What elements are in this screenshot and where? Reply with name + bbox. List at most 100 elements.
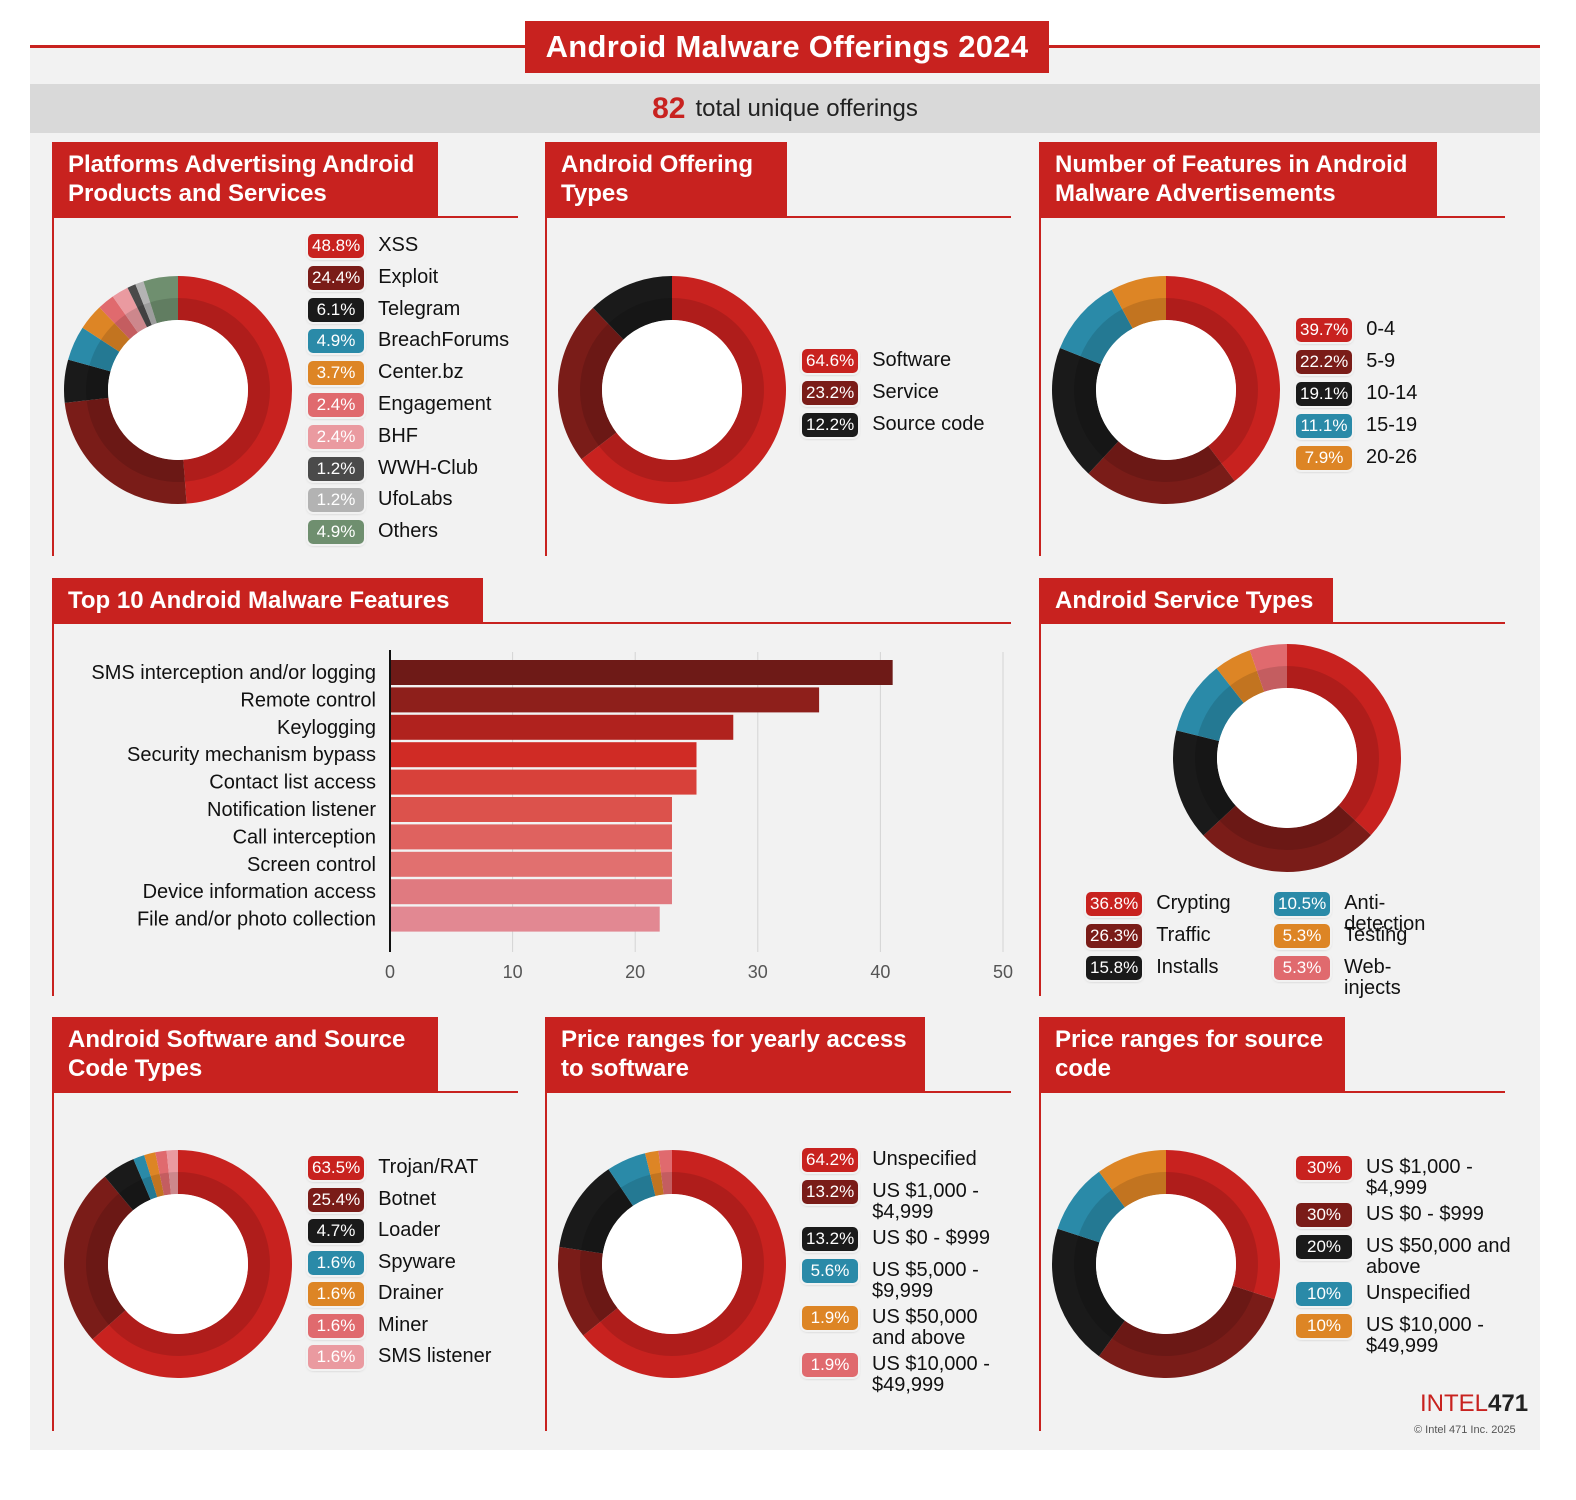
feature-label: Device information access [143, 881, 376, 903]
price_source-legend-label: US $1,000 - $4,999 [1366, 1156, 1473, 1199]
num_features-legend-label: 15-19 [1366, 414, 1417, 436]
platforms-slice-6 [112, 287, 148, 333]
offering_types-legend-badge: 64.6% [802, 349, 859, 373]
num_features-legend-item: 11.1% 15-19 [1296, 414, 1417, 446]
platforms-legend-label: Telegram [378, 298, 460, 320]
platforms-slice-4 [82, 307, 130, 352]
platforms-legend-item: 24.4% Exploit [308, 265, 509, 298]
num_features-legend-badge: 22.2% [1296, 350, 1353, 374]
platforms-legend-label: Engagement [378, 393, 491, 415]
price_software-slice-4 [645, 1150, 664, 1196]
x-tick-label: 40 [870, 962, 890, 982]
software_types-slice-0 [92, 1150, 292, 1378]
price_software-legend-label: US $0 - $999 [872, 1227, 990, 1249]
price_software-legend-item: 13.2% US $1,000 - $4,999 [802, 1180, 990, 1223]
software_types-legend-label: Loader [378, 1219, 440, 1241]
num_features-legend-badge: 39.7% [1296, 318, 1353, 342]
platforms-legend-label: BreachForums [378, 329, 509, 351]
software_types-legend-label: Spyware [378, 1251, 456, 1273]
price_source-slice-3 [1057, 1171, 1125, 1243]
total-offerings-bar: 82 total unique offerings [30, 84, 1540, 133]
service_types-slice-shade-4 [1230, 671, 1265, 703]
offering_types-legend-item: 23.2% Service [802, 381, 985, 413]
platforms-donut-hole [108, 320, 248, 460]
num_features-legend-label-line1: 20-26 [1366, 446, 1418, 468]
service_types-legend-label-line1: Anti-detection [1344, 892, 1426, 935]
offering_types-legend-label: Source code [872, 413, 984, 435]
software_types-legend-label: Botnet [378, 1188, 436, 1210]
price_source-left-rule [1039, 1017, 1041, 1431]
num_features-slice-shade-4 [1122, 298, 1166, 329]
price_source-legend-item: 10% US $10,000 - $49,999 [1296, 1314, 1511, 1357]
num_features-legend-label: 20-26 [1366, 446, 1417, 468]
price_source-legend-item: 10% Unspecified [1296, 1282, 1511, 1306]
platforms-legend-item: 6.1% Telegram [308, 297, 509, 330]
x-tick-label: 20 [625, 962, 645, 982]
price_source-legend-item: 30% US $0 - $999 [1296, 1203, 1511, 1227]
platforms-legend-label-line1: BreachForums [378, 329, 510, 352]
feature-label: Keylogging [277, 717, 376, 739]
price_software-legend-label-line1: US $10,000 - [872, 1353, 990, 1375]
service_types-slice-shade-3 [1197, 685, 1244, 742]
num_features-legend-label: 5-9 [1366, 350, 1395, 372]
offering_types-donut-chart [558, 276, 786, 505]
price_source-legend-label: US $50,000 and above [1366, 1235, 1511, 1278]
software_types-legend-badge: 63.5% [308, 1156, 365, 1180]
feature-bar [390, 879, 672, 905]
x-tick-label: 0 [385, 962, 395, 982]
service_types-slice-3 [1176, 668, 1244, 742]
platforms-legend-item: 48.8% XSS [308, 234, 509, 266]
platforms-slice-shade-5 [114, 314, 138, 340]
price_source-slice-0 [1166, 1150, 1280, 1300]
price_software-legend-item: 64.2% Unspecified [802, 1148, 990, 1172]
price_software-legend-badge: 13.2% [802, 1227, 859, 1251]
software_types-legend-badge: 4.7% [308, 1219, 364, 1243]
platforms-legend-item: 4.9% BreachForums [308, 329, 509, 361]
software_types-legend: 63.5% Trojan/RAT 25.4% Botnet 4.7% Loader 1.6%… [308, 1156, 491, 1377]
software_types-legend-label: Drainer [378, 1282, 444, 1304]
platforms-legend-label-line1: Engagement [378, 392, 492, 415]
software_types-legend-label-line1: Loader [378, 1219, 441, 1241]
platforms-heading-line1: Platforms Advertising Android [68, 151, 415, 178]
price_software-slice-5 [658, 1150, 672, 1195]
software_types-heading-line1: Android Software and Source [68, 1026, 406, 1053]
feature-label: Contact list access [209, 772, 376, 794]
feature-label: Security mechanism bypass [127, 744, 376, 766]
offering_types-left-rule [545, 142, 547, 556]
platforms-legend-badge: 2.4% [308, 424, 364, 449]
price_source-legend-label-line2: above [1366, 1256, 1421, 1278]
top_features-heading: Top 10 Android Malware Features [52, 578, 483, 624]
service_types-legend-item: 36.8% Crypting [1086, 892, 1231, 916]
price_source-legend-label: US $0 - $999 [1366, 1203, 1484, 1225]
service_types-legend-badge: 26.3% [1086, 924, 1143, 948]
price_software-legend-label-line2: $49,999 [872, 1374, 945, 1396]
feature-bar [390, 769, 697, 795]
platforms-slice-9 [143, 276, 178, 324]
feature-label: Notification listener [207, 799, 376, 821]
price_source-slice-shade-2 [1074, 1235, 1125, 1339]
num_features-slice-shade-2 [1074, 356, 1119, 458]
price_software-legend-badge: 5.6% [802, 1259, 858, 1283]
service_types-legend-badge: 10.5% [1274, 892, 1331, 916]
feature-bar [390, 714, 734, 740]
price_source-legend-label: US $10,000 - $49,999 [1366, 1314, 1484, 1357]
software_types-slice-6 [166, 1150, 178, 1195]
platforms-legend-label-line1: Exploit [378, 265, 439, 288]
offering_types-slice-2 [592, 276, 672, 340]
service_types-heading: Android Service Types [1039, 578, 1333, 624]
price_source-legend-label-line1: US $0 - $999 [1366, 1203, 1484, 1225]
offering_types-heading: Android Offering Types [545, 142, 787, 218]
feature-label: Remote control [240, 689, 376, 711]
price_source-slice-shade-0 [1166, 1172, 1258, 1293]
service_types-slice-shade-1 [1219, 805, 1355, 850]
total-number: 82 [652, 91, 686, 125]
service_types-slice-1 [1203, 805, 1372, 872]
price_software-legend-item: 1.9% US $10,000 - $49,999 [802, 1353, 990, 1396]
software_types-legend-badge: 1.6% [308, 1313, 364, 1338]
num_features-heading-line2: Malware Advertisements [1055, 180, 1336, 207]
platforms-legend-badge: 1.2% [308, 488, 364, 513]
page-title: Android Malware Offerings 2024 [525, 21, 1049, 73]
price_source-slice-1 [1098, 1285, 1275, 1378]
service_types-legend-label: Crypting [1156, 892, 1230, 914]
software_types-legend-label-line1: Botnet [378, 1187, 437, 1210]
